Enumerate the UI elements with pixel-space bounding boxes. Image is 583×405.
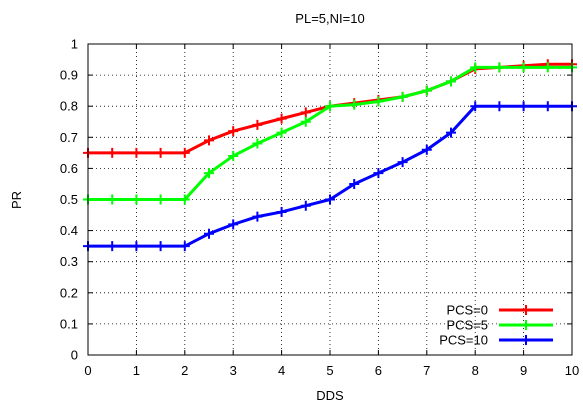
data-point <box>518 62 529 73</box>
data-point <box>494 101 505 112</box>
legend-label: PCS=10 <box>439 333 488 348</box>
x-tick-label: 6 <box>375 363 382 378</box>
y-tick-label: 0.3 <box>60 254 78 269</box>
series-layer <box>83 59 577 252</box>
axes: 0 1 2 3 4 5 6 7 8 9 10 0 0.1 0.2 0.3 0.4 0.5 0.6 0.7 0.8 0.9… <box>60 37 579 379</box>
y-tick-label: 0.7 <box>60 130 78 145</box>
data-point <box>107 194 118 205</box>
data-point <box>107 147 118 158</box>
x-tick-label: 3 <box>230 363 237 378</box>
data-point <box>494 62 505 73</box>
data-point <box>397 91 408 102</box>
series-2 <box>83 62 577 205</box>
data-point <box>179 147 190 158</box>
data-point <box>228 219 239 230</box>
data-point <box>179 194 190 205</box>
data-point <box>397 157 408 168</box>
data-point <box>421 144 432 155</box>
data-point <box>349 178 360 189</box>
data-point <box>276 113 287 124</box>
y-tick-label: 0 <box>71 348 78 363</box>
legend-item: PCS=5 <box>446 318 553 333</box>
y-axis-title: PR <box>9 191 24 209</box>
data-point <box>276 206 287 217</box>
x-tick-label: 8 <box>472 363 479 378</box>
x-tick-label: 5 <box>326 363 333 378</box>
data-point <box>446 76 456 87</box>
x-tick-label: 1 <box>133 363 140 378</box>
data-point <box>131 147 142 158</box>
data-point <box>349 99 360 110</box>
series-3 <box>83 101 577 252</box>
y-tick-label: 1 <box>71 37 78 52</box>
data-point <box>470 101 481 112</box>
data-point <box>155 241 166 252</box>
data-point <box>373 168 384 179</box>
y-tick-label: 0.5 <box>60 192 78 207</box>
y-tick-label: 0.6 <box>60 161 78 176</box>
legend-label: PCS=5 <box>446 318 488 333</box>
data-point <box>204 135 214 146</box>
data-point <box>107 241 118 252</box>
data-point <box>518 101 529 112</box>
x-tick-label: 7 <box>423 363 430 378</box>
data-point <box>155 194 166 205</box>
data-point <box>325 101 335 112</box>
x-tick-label: 10 <box>565 363 579 378</box>
data-point <box>155 147 166 158</box>
data-point <box>542 101 553 112</box>
data-point <box>252 211 263 222</box>
data-point <box>300 200 311 211</box>
y-tick-label: 0.4 <box>60 223 78 238</box>
legend-item: PCS=10 <box>439 333 553 348</box>
x-axis-title: DDS <box>316 388 344 403</box>
data-point <box>325 194 335 205</box>
data-point <box>373 96 384 107</box>
data-point <box>252 138 263 149</box>
y-tick-label: 0.2 <box>60 285 78 300</box>
y-tick-label: 0.1 <box>60 316 78 331</box>
legend-marker <box>521 335 531 345</box>
x-tick-label: 9 <box>520 363 527 378</box>
data-point <box>470 62 481 73</box>
data-point <box>228 126 239 137</box>
data-point <box>276 127 287 138</box>
y-tick-label: 0.9 <box>60 68 78 83</box>
data-point <box>446 127 456 138</box>
data-point <box>204 228 214 239</box>
x-tick-label: 2 <box>181 363 188 378</box>
x-tick-label: 4 <box>278 363 285 378</box>
plot-frame <box>87 43 573 356</box>
y-tick-label: 0.8 <box>60 99 78 114</box>
data-point <box>421 85 432 96</box>
data-point <box>252 119 263 130</box>
data-point <box>179 241 190 252</box>
data-point <box>228 150 239 161</box>
data-point <box>300 116 311 127</box>
legend-marker <box>521 320 531 330</box>
legend-marker <box>521 305 531 315</box>
data-point <box>542 62 553 73</box>
data-point <box>300 107 311 118</box>
legend-item: PCS=0 <box>446 303 553 318</box>
series-line <box>88 65 572 201</box>
chart-title: PL=5,NI=10 <box>295 11 364 26</box>
data-point <box>204 168 214 179</box>
data-point <box>131 194 142 205</box>
x-tick-label: 0 <box>84 363 91 378</box>
legend-label: PCS=0 <box>446 303 488 318</box>
data-point <box>131 241 142 252</box>
